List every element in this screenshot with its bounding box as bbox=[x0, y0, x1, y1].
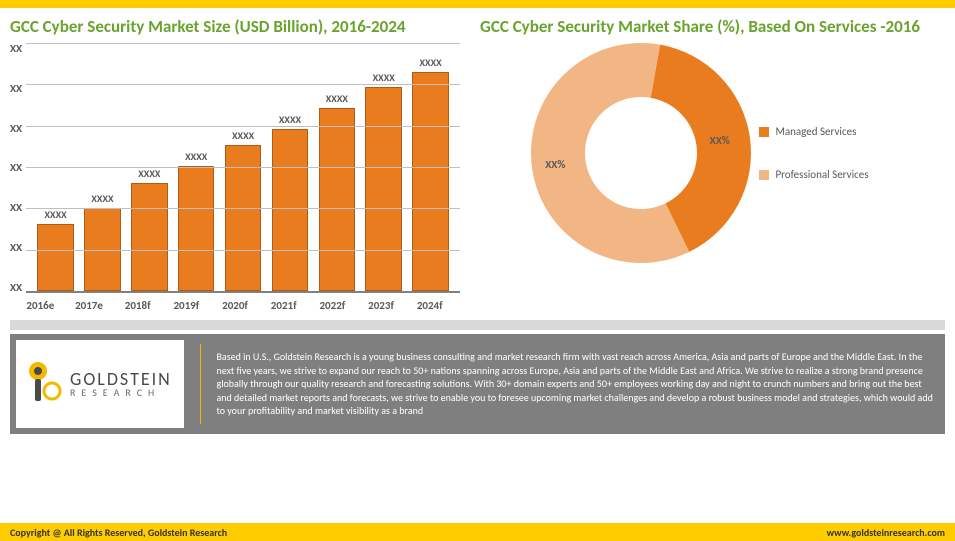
bar-ytick: XX bbox=[10, 123, 22, 134]
donut-chart-panel: GCC Cyber Security Market Share (%), Bas… bbox=[470, 16, 930, 312]
bar-chart-title: GCC Cyber Security Market Size (USD Bill… bbox=[10, 16, 460, 37]
legend-swatch bbox=[759, 170, 769, 180]
bar-column: XXXX bbox=[360, 71, 407, 291]
bar-column: XXXX bbox=[407, 56, 454, 291]
donut-slice-label: XX% bbox=[710, 134, 730, 147]
bar-xtick: 2021f bbox=[259, 299, 308, 312]
donut-slice-label: XX% bbox=[545, 158, 565, 171]
bar-ytick: XX bbox=[10, 43, 22, 54]
bar-column: XXXX bbox=[267, 113, 314, 292]
footer-accent-divider bbox=[200, 344, 201, 423]
bar-value-label: XXXX bbox=[420, 56, 442, 69]
bar-gridline bbox=[26, 126, 460, 127]
bar-value-label: XXXX bbox=[373, 71, 395, 84]
donut-ring: XX% XX% bbox=[531, 43, 751, 263]
donut-legend: Managed Services Professional Services bbox=[759, 125, 868, 181]
charts-row: GCC Cyber Security Market Size (USD Bill… bbox=[0, 8, 955, 316]
logo-mark-icon bbox=[28, 361, 62, 407]
bar-xtick: 2018f bbox=[113, 299, 162, 312]
bar-value-label: XXXX bbox=[45, 208, 67, 221]
bar-rect bbox=[412, 72, 449, 291]
bottom-bar: Copyright @ All Rights Reserved, Goldste… bbox=[0, 523, 955, 541]
bar-column: XXXX bbox=[313, 92, 360, 291]
bar-gridline bbox=[26, 250, 460, 251]
bar-column: XXXX bbox=[79, 192, 126, 291]
bar-value-label: XXXX bbox=[232, 129, 254, 142]
bar-value-label: XXXX bbox=[138, 167, 160, 180]
bar-plot-area: XXXX XXXX XXXX XXXX XXXX XXXX XXXX XXXX XXXX bbox=[26, 43, 460, 293]
donut-chart-body: XX% XX% Managed Services Professional Serv… bbox=[470, 43, 930, 263]
copyright-text: Copyright @ All Rights Reserved, Goldste… bbox=[10, 526, 227, 539]
donut-chart-title: GCC Cyber Security Market Share (%), Bas… bbox=[470, 16, 930, 37]
footer-box: GOLDSTEIN RESEARCH Based in U.S., Goldst… bbox=[10, 334, 945, 434]
bar-value-label: XXXX bbox=[326, 92, 348, 105]
bar-x-axis: 2016e2017e2018f2019f2020f2021f2022f2023f… bbox=[10, 299, 460, 312]
bar-chart-body: XXXXXXXXXXXXXX XXXXXXXXXXXXXXXXXXXXXXXXX… bbox=[10, 43, 460, 293]
logo-container: GOLDSTEIN RESEARCH bbox=[16, 340, 184, 428]
bar-value-label: XXXX bbox=[91, 192, 113, 205]
legend-item: Professional Services bbox=[759, 168, 868, 181]
bar-xtick: 2016e bbox=[16, 299, 65, 312]
footer-separator bbox=[10, 320, 945, 330]
bar-gridline bbox=[26, 208, 460, 209]
bar-gridline bbox=[26, 43, 460, 44]
bar-rect bbox=[272, 129, 309, 292]
website-url: www.goldsteinresearch.com bbox=[827, 526, 945, 539]
legend-swatch bbox=[759, 127, 769, 137]
bar-column: XXXX bbox=[220, 129, 267, 291]
bar-chart-panel: GCC Cyber Security Market Size (USD Bill… bbox=[10, 16, 460, 312]
bar-xtick: 2017e bbox=[65, 299, 114, 312]
legend-label: Professional Services bbox=[775, 168, 868, 181]
top-accent-bar bbox=[0, 0, 955, 8]
bar-column: XXXX bbox=[173, 150, 220, 291]
bar-rect bbox=[178, 166, 215, 291]
bar-rect bbox=[37, 224, 74, 291]
logo-text: GOLDSTEIN RESEARCH bbox=[70, 371, 172, 396]
bar-gridline bbox=[26, 84, 460, 85]
bar-xtick: 2023f bbox=[357, 299, 406, 312]
bar-ytick: XX bbox=[10, 242, 22, 253]
logo-line2: RESEARCH bbox=[70, 388, 172, 397]
bar-value-label: XXXX bbox=[185, 150, 207, 163]
bar-y-axis: XX XX XX XX XX XX XX bbox=[10, 43, 26, 293]
bar-gridline bbox=[26, 167, 460, 168]
bar-xtick: 2020f bbox=[211, 299, 260, 312]
bar-ytick: XX bbox=[10, 162, 22, 173]
bar-value-label: XXXX bbox=[279, 113, 301, 126]
bar-xtick: 2019f bbox=[162, 299, 211, 312]
goldstein-logo: GOLDSTEIN RESEARCH bbox=[28, 361, 172, 407]
bar-rect bbox=[131, 183, 168, 291]
bar-ytick: XX bbox=[10, 83, 22, 94]
footer-description: Based in U.S., Goldstein Research is a y… bbox=[216, 350, 933, 418]
legend-item: Managed Services bbox=[759, 125, 868, 138]
bar-xtick: 2024f bbox=[405, 299, 454, 312]
bar-ytick: XX bbox=[10, 202, 22, 213]
bar-column: XXXX bbox=[126, 167, 173, 291]
bar-xtick: 2022f bbox=[308, 299, 357, 312]
bar-rect bbox=[319, 108, 356, 291]
bar-rect bbox=[365, 87, 402, 291]
legend-label: Managed Services bbox=[775, 125, 856, 138]
bar-ytick: XX bbox=[10, 282, 22, 293]
